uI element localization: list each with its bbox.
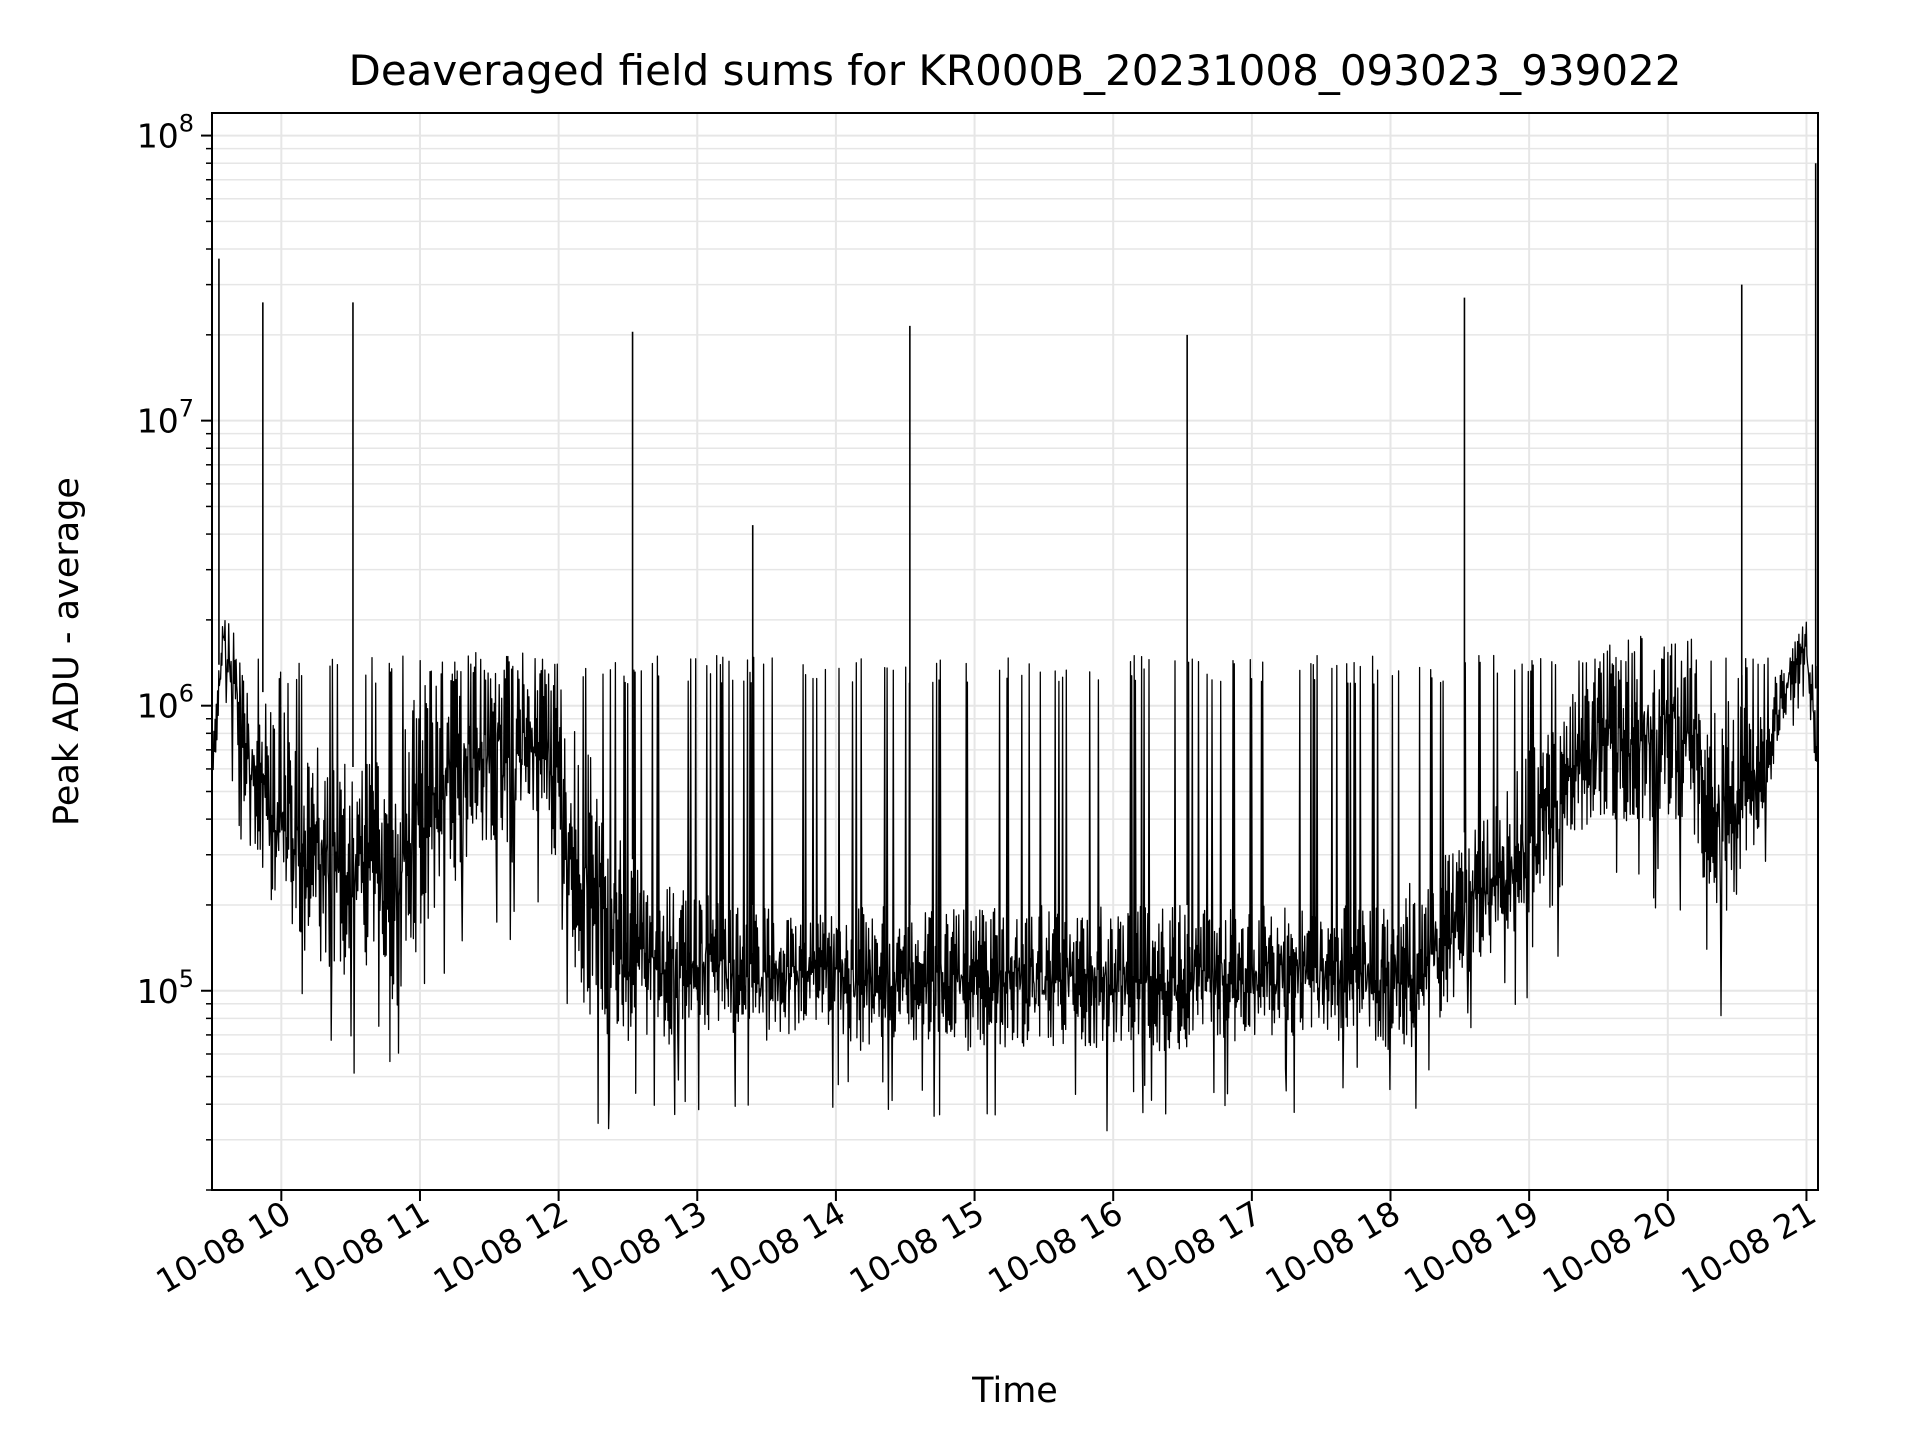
y-tick-label-3: 108 [137, 110, 194, 156]
y-axis-label: Peak ADU - average [47, 477, 87, 826]
y-tick-label-2: 107 [137, 395, 194, 441]
x-axis-label: Time [971, 1371, 1058, 1411]
y-axis: 105 106 107 108 [137, 110, 212, 1191]
series-line-group [211, 163, 1819, 1132]
chart-title: Deaveraged field sums for KR000B_2023100… [349, 46, 1682, 95]
series-line [211, 620, 1819, 1132]
plot-frame [211, 112, 1819, 1191]
y-tick-label-0: 105 [137, 965, 194, 1011]
y-tick-label-1: 106 [137, 680, 194, 726]
